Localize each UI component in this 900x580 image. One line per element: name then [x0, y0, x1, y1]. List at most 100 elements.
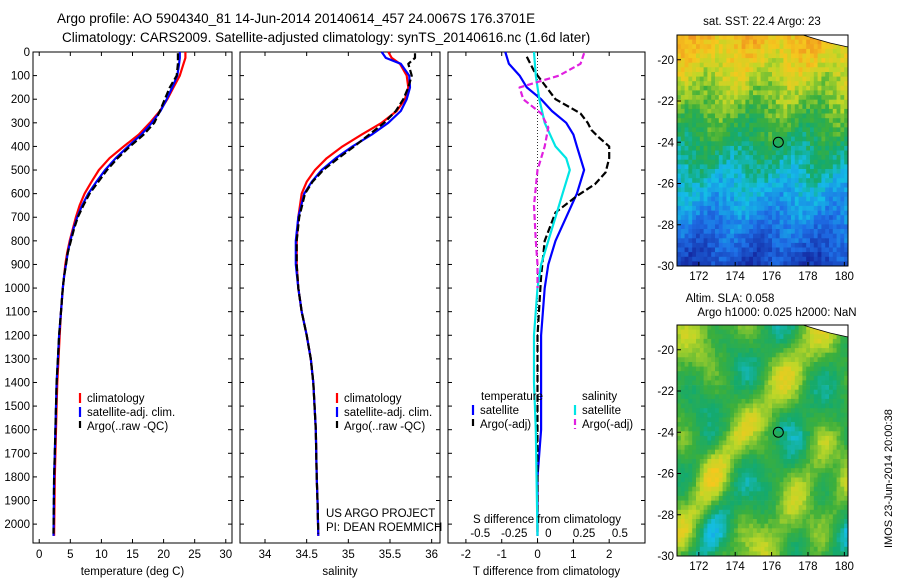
- heatmap-cell: [680, 509, 685, 515]
- heatmap-cell: [730, 472, 735, 478]
- heatmap-cell: [726, 375, 731, 381]
- heatmap-cell: [684, 118, 689, 124]
- heatmap-cell: [829, 375, 834, 381]
- heatmap-cell: [821, 229, 826, 234]
- heatmap-cell: [715, 122, 720, 128]
- heatmap-cell: [749, 514, 754, 520]
- heatmap-cell: [760, 528, 765, 534]
- heatmap-cell: [703, 495, 708, 501]
- heatmap-cell: [840, 431, 845, 437]
- heatmap-cell: [829, 495, 834, 501]
- heatmap-cell: [821, 182, 826, 188]
- heatmap-cell: [813, 509, 818, 515]
- heatmap-cell: [730, 85, 735, 91]
- heatmap-cell: [696, 76, 701, 82]
- heatmap-cell: [715, 173, 720, 179]
- heatmap-cell: [718, 104, 723, 110]
- heatmap-cell: [684, 362, 689, 367]
- heatmap-cell: [836, 537, 841, 543]
- heatmap-cell: [813, 334, 818, 340]
- heatmap-cell: [730, 389, 735, 395]
- heatmap-cell: [696, 528, 701, 534]
- heatmap-cell: [718, 252, 723, 258]
- heatmap-cell: [813, 408, 818, 414]
- heatmap-cell: [684, 72, 689, 77]
- heatmap-cell: [680, 39, 685, 45]
- heatmap-cell: [715, 108, 720, 114]
- heatmap-cell: [772, 431, 777, 437]
- heatmap-cell: [813, 546, 818, 552]
- heatmap-cell: [825, 380, 830, 386]
- heatmap-cell: [677, 362, 682, 367]
- heatmap-cell: [775, 500, 780, 506]
- heatmap-cell: [688, 426, 693, 432]
- heatmap-cell: [775, 238, 780, 244]
- heatmap-cell: [768, 472, 773, 478]
- heatmap-cell: [745, 385, 750, 391]
- heatmap-cell: [688, 375, 693, 381]
- heatmap-cell: [718, 505, 723, 511]
- heatmap-cell: [802, 477, 807, 483]
- heatmap-cell: [726, 44, 731, 50]
- heatmap-cell: [832, 546, 837, 552]
- heatmap-cell: [810, 389, 815, 395]
- heatmap-cell: [779, 459, 784, 464]
- heatmap-cell: [703, 389, 708, 395]
- heatmap-cell: [692, 532, 697, 538]
- heatmap-cell: [745, 343, 750, 349]
- heatmap-cell: [711, 389, 716, 395]
- heatmap-cell: [737, 468, 742, 474]
- heatmap-cell: [715, 95, 720, 101]
- heatmap-cell: [775, 343, 780, 349]
- heatmap-cell: [832, 242, 837, 248]
- heatmap-cell: [756, 375, 761, 381]
- heatmap-cell: [726, 546, 731, 552]
- heatmap-cell: [677, 519, 682, 524]
- heatmap-cell: [783, 509, 788, 515]
- heatmap-cell: [688, 132, 693, 137]
- heatmap-cell: [817, 118, 822, 124]
- heatmap-cell: [779, 366, 784, 372]
- heatmap-cell: [775, 229, 780, 234]
- heatmap-cell: [741, 178, 746, 184]
- heatmap-cell: [787, 500, 792, 506]
- y-tick-label: 1300: [4, 354, 30, 366]
- heatmap-cell: [832, 95, 837, 101]
- heatmap-cell: [832, 426, 837, 432]
- heatmap-cell: [741, 81, 746, 87]
- heatmap-cell: [734, 164, 739, 170]
- heatmap-cell: [840, 375, 845, 381]
- heatmap-cell: [696, 187, 701, 193]
- heatmap-cell: [772, 463, 777, 469]
- heatmap-cell: [787, 417, 792, 423]
- heatmap-cell: [753, 229, 758, 234]
- heatmap-cell: [817, 398, 822, 404]
- heatmap-cell: [692, 99, 697, 105]
- heatmap-cell: [779, 35, 784, 40]
- heatmap-cell: [791, 468, 796, 474]
- heatmap-cell: [844, 509, 849, 515]
- heatmap-cell: [772, 182, 777, 188]
- heatmap-cell: [745, 145, 750, 151]
- heatmap-cell: [810, 187, 815, 193]
- heatmap-cell: [756, 486, 761, 492]
- heatmap-cell: [806, 247, 811, 253]
- series-line: [52, 53, 179, 534]
- heatmap-cell: [794, 542, 799, 548]
- heatmap-cell: [810, 95, 815, 101]
- heatmap-cell: [779, 352, 784, 358]
- heatmap-cell: [787, 343, 792, 349]
- heatmap-cell: [783, 173, 788, 179]
- heatmap-cell: [707, 417, 712, 423]
- heatmap-cell: [832, 90, 837, 96]
- heatmap-cell: [711, 463, 716, 469]
- heatmap-cell: [806, 178, 811, 184]
- heatmap-cell: [810, 127, 815, 133]
- heatmap-cell: [677, 551, 682, 557]
- heatmap-cell: [677, 445, 682, 451]
- heatmap-cell: [745, 463, 750, 469]
- heatmap-cell: [699, 85, 704, 91]
- heatmap-cell: [817, 169, 822, 174]
- heatmap-cell: [794, 141, 799, 147]
- heatmap-cell: [737, 118, 742, 124]
